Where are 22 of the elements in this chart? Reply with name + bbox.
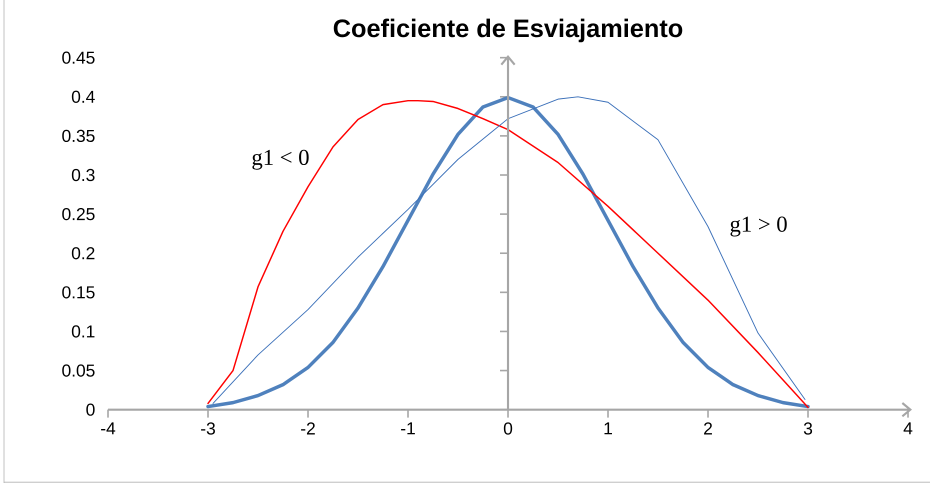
y-tick-label: 0.35 — [62, 130, 95, 142]
y-tick-label: 0.45 — [62, 52, 95, 64]
y-tick-label: 0.4 — [72, 90, 95, 103]
chart-title: Coeficiente de Esviajamiento — [334, 18, 682, 42]
x-tick-label: 2 — [704, 422, 712, 434]
y-tick-label: 0 — [86, 404, 95, 416]
series-label: g1 < 0 — [252, 150, 309, 170]
y-tick-label: 0.25 — [62, 208, 95, 220]
x-tick-label: -2 — [301, 422, 315, 434]
series-label: g1 > 0 — [730, 216, 787, 237]
y-tick-label: 0.3 — [72, 168, 95, 182]
x-tick-label: -1 — [401, 422, 415, 434]
x-tick-label: 4 — [904, 422, 912, 434]
x-tick-label: -4 — [101, 422, 116, 434]
x-tick-label: 1 — [604, 422, 612, 434]
x-tick-label: 0 — [504, 422, 512, 435]
y-tick-label: 0.2 — [72, 247, 94, 260]
y-tick-label: 0.05 — [62, 364, 95, 377]
y-tick-label: 0.15 — [62, 286, 95, 298]
x-tick-label: -3 — [201, 422, 215, 435]
x-tick-label: 3 — [804, 422, 812, 435]
y-tick-label: 0.1 — [72, 325, 94, 338]
